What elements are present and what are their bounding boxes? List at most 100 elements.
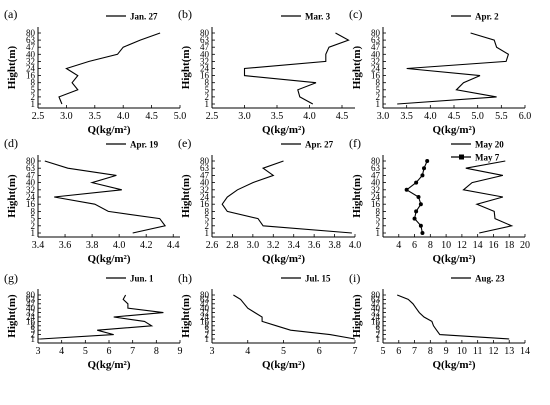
x-tick-label: 7 <box>130 346 135 357</box>
y-tick-label: 40 <box>371 303 381 313</box>
legend-label: Jul. 15 <box>305 274 331 284</box>
panel-label: (h) <box>178 271 192 285</box>
legend-label: May 7 <box>475 153 500 163</box>
series-line-0 <box>40 294 164 340</box>
y-tick-label: 24 <box>200 312 210 322</box>
legend-label: Apr. 2 <box>475 12 499 22</box>
y-axis-title: Hight(m) <box>6 294 18 338</box>
x-tick-label: 20 <box>520 240 530 251</box>
data-point <box>418 202 423 207</box>
y-tick-label: 24 <box>200 64 210 74</box>
y-tick-label: 5 <box>376 325 381 335</box>
x-tick-label: 5.0 <box>471 111 484 122</box>
x-tick-label: 3.4 <box>32 240 45 251</box>
data-point <box>414 180 419 185</box>
x-tick-label: 3.5 <box>400 111 413 122</box>
y-tick-label: 16 <box>200 71 210 81</box>
y-axis-title: Hight(m) <box>180 45 192 89</box>
y-tick-label: 24 <box>200 192 210 202</box>
x-tick-label: 3.8 <box>86 240 99 251</box>
y-tick-label: 32 <box>26 308 35 318</box>
x-tick-label: 9 <box>444 346 449 357</box>
panel-label: (g) <box>4 271 18 285</box>
y-tick-label: 80 <box>200 290 210 300</box>
y-tick-label: 8 <box>205 321 210 331</box>
y-tick-label: 1 <box>31 334 36 344</box>
y-tick-label: 40 <box>200 49 210 59</box>
y-tick-label: 2 <box>376 92 381 102</box>
y-tick-label: 80 <box>26 28 36 38</box>
y-tick-label: 1 <box>205 334 210 344</box>
y-tick-label: 40 <box>371 49 381 59</box>
panel-label: (f) <box>349 136 361 150</box>
y-tick-label: 32 <box>371 56 380 66</box>
y-tick-label: 2 <box>31 221 36 231</box>
y-axis-title: Hight(m) <box>351 45 363 89</box>
y-tick-label: 2 <box>31 330 36 340</box>
y-tick-label: 32 <box>200 308 209 318</box>
legend-label: Apr. 19 <box>130 140 159 150</box>
y-tick-label: 63 <box>200 163 210 173</box>
x-tick-label: 5.5 <box>495 111 508 122</box>
data-point <box>418 223 423 228</box>
y-tick-label: 5 <box>31 325 36 335</box>
y-tick-label: 63 <box>200 35 210 45</box>
y-tick-label: 47 <box>200 299 210 309</box>
y-tick-label: 24 <box>371 312 381 322</box>
y-tick-label: 32 <box>200 185 209 195</box>
x-tick-label: 14 <box>520 346 530 357</box>
x-tick-label: 4.2 <box>140 240 153 251</box>
y-tick-label: 47 <box>200 170 210 180</box>
y-tick-label: 5 <box>31 85 36 95</box>
x-tick-label: 13 <box>504 346 514 357</box>
x-tick-label: 2.6 <box>206 240 219 251</box>
y-tick-label: 40 <box>371 178 381 188</box>
series-line-0 <box>462 160 514 234</box>
x-tick-label: 4.5 <box>448 111 461 122</box>
y-axis-title: Hight(m) <box>6 45 18 89</box>
x-tick-label: 6 <box>107 346 112 357</box>
panel-label: (d) <box>4 136 18 150</box>
y-tick-label: 8 <box>376 321 381 331</box>
y-tick-label: 16 <box>371 199 381 209</box>
x-tick-label: 2.5 <box>206 111 219 122</box>
y-axis-title: Hight(m) <box>351 174 363 218</box>
y-tick-label: 24 <box>26 192 36 202</box>
x-tick-label: 5 <box>281 346 286 357</box>
y-tick-label: 16 <box>26 199 36 209</box>
y-tick-label: 2 <box>205 330 210 340</box>
y-tick-label: 24 <box>371 64 381 74</box>
x-axis-title: Q(kg/m²) <box>87 253 130 265</box>
y-tick-label: 2 <box>205 92 210 102</box>
y-tick-label: 8 <box>205 206 210 216</box>
x-axis-title: Q(kg/m²) <box>87 359 130 371</box>
x-tick-label: 3.6 <box>308 240 321 251</box>
x-tick-label: 3 <box>36 346 41 357</box>
y-tick-label: 80 <box>26 156 36 166</box>
y-tick-label: 32 <box>371 185 380 195</box>
y-tick-label: 47 <box>26 170 36 180</box>
y-tick-label: 1 <box>31 99 36 109</box>
y-tick-label: 47 <box>371 299 381 309</box>
y-axis-title: Hight(m) <box>180 174 192 218</box>
x-axis-title: Q(kg/m²) <box>262 359 305 371</box>
y-tick-label: 32 <box>26 185 35 195</box>
y-tick-label: 80 <box>371 28 381 38</box>
legend-label: Apr. 27 <box>305 140 334 150</box>
legend-label: May 20 <box>475 140 504 150</box>
legend-label: Mar. 3 <box>305 12 331 22</box>
y-tick-label: 63 <box>371 35 381 45</box>
series-line-0 <box>396 294 510 340</box>
y-tick-label: 1 <box>205 99 210 109</box>
x-tick-label: 6.0 <box>519 111 532 122</box>
x-tick-label: 12 <box>457 240 467 251</box>
legend-marker <box>459 154 464 160</box>
y-tick-label: 32 <box>26 56 35 66</box>
x-tick-label: 3.5 <box>271 111 284 122</box>
x-tick-label: 3.8 <box>328 240 341 251</box>
